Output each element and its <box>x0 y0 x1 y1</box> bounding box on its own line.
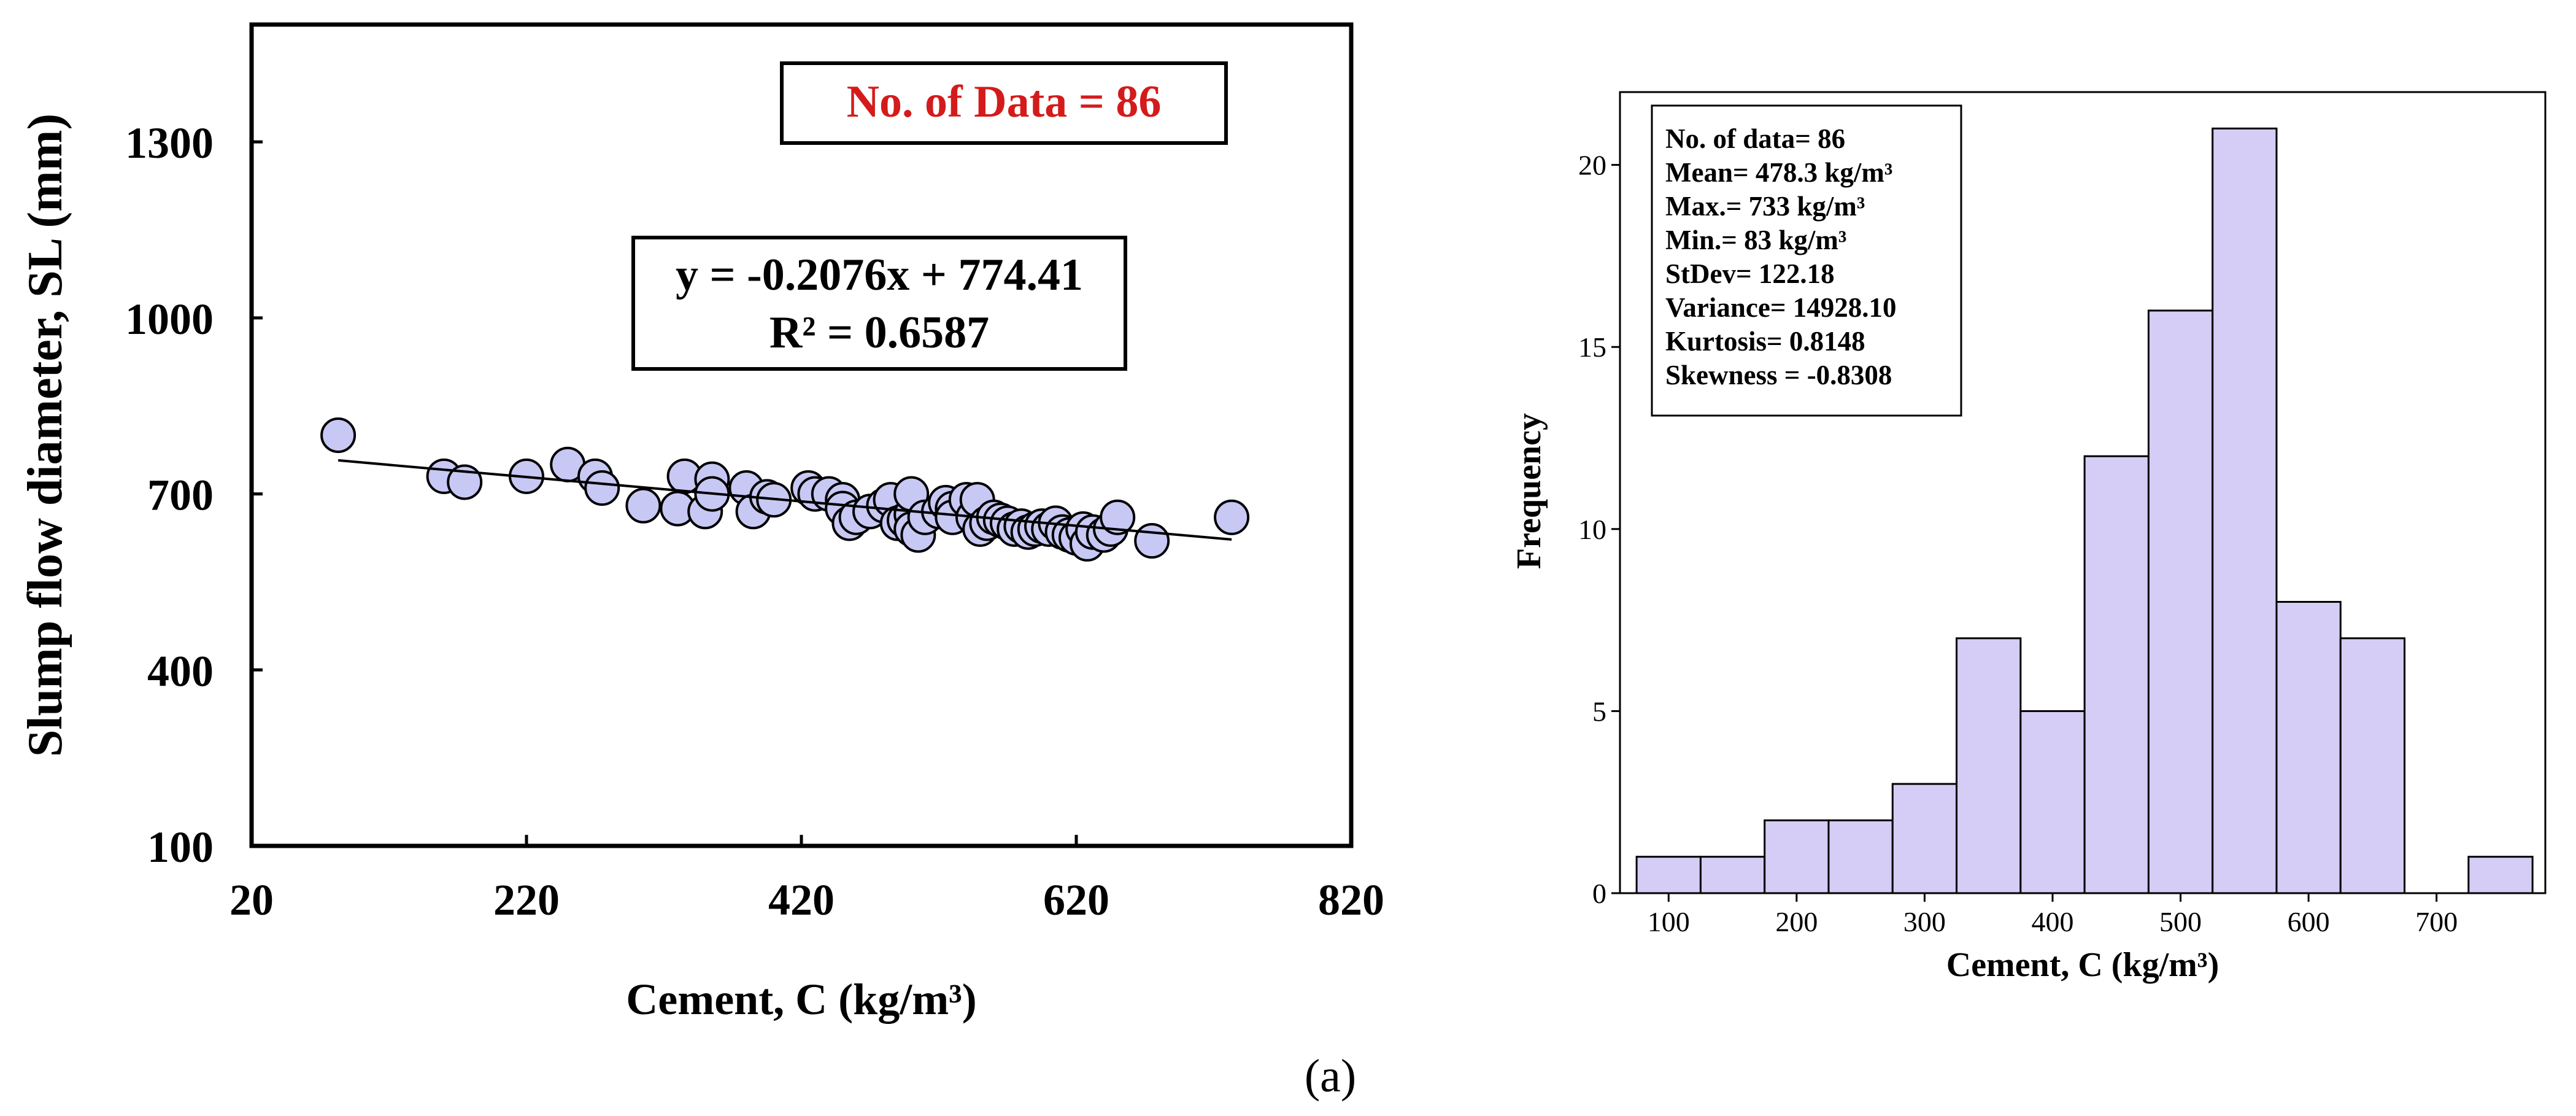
data-count-badge: No. of Data = 86 <box>847 77 1162 127</box>
scatter-chart: 20 220 420 620 820 100 400 700 1000 1300 Cement, … <box>18 22 1384 1024</box>
histogram-x-axis-title: Cement, C (kg/m³) <box>1946 946 2219 984</box>
histogram-ticks: 100 200 300 400 500 600 700 0 5 10 15 20 <box>1578 150 2458 937</box>
stat-line: Max.= 733 kg/m³ <box>1665 191 1865 222</box>
histogram-bar <box>2019 710 2086 894</box>
histogram-bar <box>1891 783 1958 894</box>
histogram-y-tick-label: 0 <box>1592 878 1606 909</box>
scatter-y-tick-label: 700 <box>147 471 214 520</box>
histogram-x-tick-label: 600 <box>2288 906 2330 937</box>
scatter-point <box>1134 523 1170 559</box>
histogram-y-tick-label: 5 <box>1592 696 1606 727</box>
stat-line: Kurtosis= 0.8148 <box>1665 326 1865 357</box>
stat-line: Skewness = -0.8308 <box>1665 360 1892 390</box>
histogram-bar <box>2275 600 2342 894</box>
histogram-bar <box>2467 856 2534 894</box>
scatter-x-tick-label: 820 <box>1318 875 1384 924</box>
scatter-y-tick-label: 400 <box>147 646 214 696</box>
data-count-badge-box <box>780 61 1228 145</box>
histogram-x-tick-label: 700 <box>2415 906 2458 937</box>
histogram-x-tick-label: 400 <box>2031 906 2073 937</box>
scatter-point <box>1214 499 1250 535</box>
histogram-bar <box>2339 637 2406 894</box>
stat-line: Min.= 83 kg/m³ <box>1665 225 1846 255</box>
histogram-bar <box>1764 819 1830 894</box>
scatter-point <box>584 470 620 506</box>
histogram-y-tick-label: 15 <box>1578 331 1606 363</box>
regression-equation: y = -0.2076x + 774.41 <box>676 250 1083 300</box>
histogram-y-tick-label: 20 <box>1578 150 1606 181</box>
scatter-x-axis-title: Cement, C (kg/m³) <box>626 975 976 1024</box>
histogram-y-axis-title: Frequency <box>1510 413 1548 569</box>
stat-line: StDev= 122.18 <box>1665 258 1835 289</box>
r-squared: R² = 0.6587 <box>769 308 989 358</box>
histogram-bar <box>2147 309 2214 894</box>
scatter-point <box>320 417 357 453</box>
equation-box <box>631 236 1127 371</box>
scatter-y-axis-title: Slump flow diameter, SL (mm) <box>18 114 72 757</box>
histogram-bar <box>1956 637 2022 894</box>
stats-box <box>1651 104 1962 417</box>
scatter-point <box>447 464 483 500</box>
scatter-point <box>625 487 661 524</box>
scatter-point <box>1100 499 1136 535</box>
scatter-plot-frame <box>249 22 1354 848</box>
histogram-x-tick-label: 200 <box>1775 906 1818 937</box>
histogram-bar <box>2212 127 2278 894</box>
histogram-bar <box>1699 856 1766 894</box>
histogram-bars <box>1635 127 2534 894</box>
histogram-chart: 100 200 300 400 500 600 700 0 5 10 15 20 Cement, C … <box>1510 91 2547 984</box>
stats-list: No. of data= 86 Mean= 478.3 kg/m³ Max.= … <box>1665 123 1896 390</box>
stat-line: No. of data= 86 <box>1665 123 1845 154</box>
figure-label: (a) <box>1305 1050 1356 1102</box>
histogram-y-tick-label: 10 <box>1578 514 1606 545</box>
histogram-bar <box>2083 455 2150 894</box>
histogram-bar <box>1635 856 1702 894</box>
stat-line: Variance= 14928.10 <box>1665 292 1896 323</box>
scatter-y-tick-label: 1000 <box>125 295 214 344</box>
scatter-y-tick-label: 1300 <box>125 118 214 168</box>
stat-line: Mean= 478.3 kg/m³ <box>1665 157 1892 188</box>
trendline <box>337 459 1232 541</box>
scatter-y-tick-label: 100 <box>147 823 214 872</box>
scatter-x-tick-label: 420 <box>768 875 835 924</box>
histogram-x-tick-label: 100 <box>1648 906 1690 937</box>
histogram-bar <box>1827 819 1894 894</box>
scatter-x-tick-label: 20 <box>229 875 274 924</box>
histogram-x-tick-label: 500 <box>2159 906 2202 937</box>
histogram-x-tick-label: 300 <box>1903 906 1946 937</box>
scatter-ticks: 20 220 420 620 820 100 400 700 1000 1300 <box>125 118 1384 924</box>
scatter-x-tick-label: 620 <box>1043 875 1109 924</box>
scatter-x-tick-label: 220 <box>493 875 560 924</box>
